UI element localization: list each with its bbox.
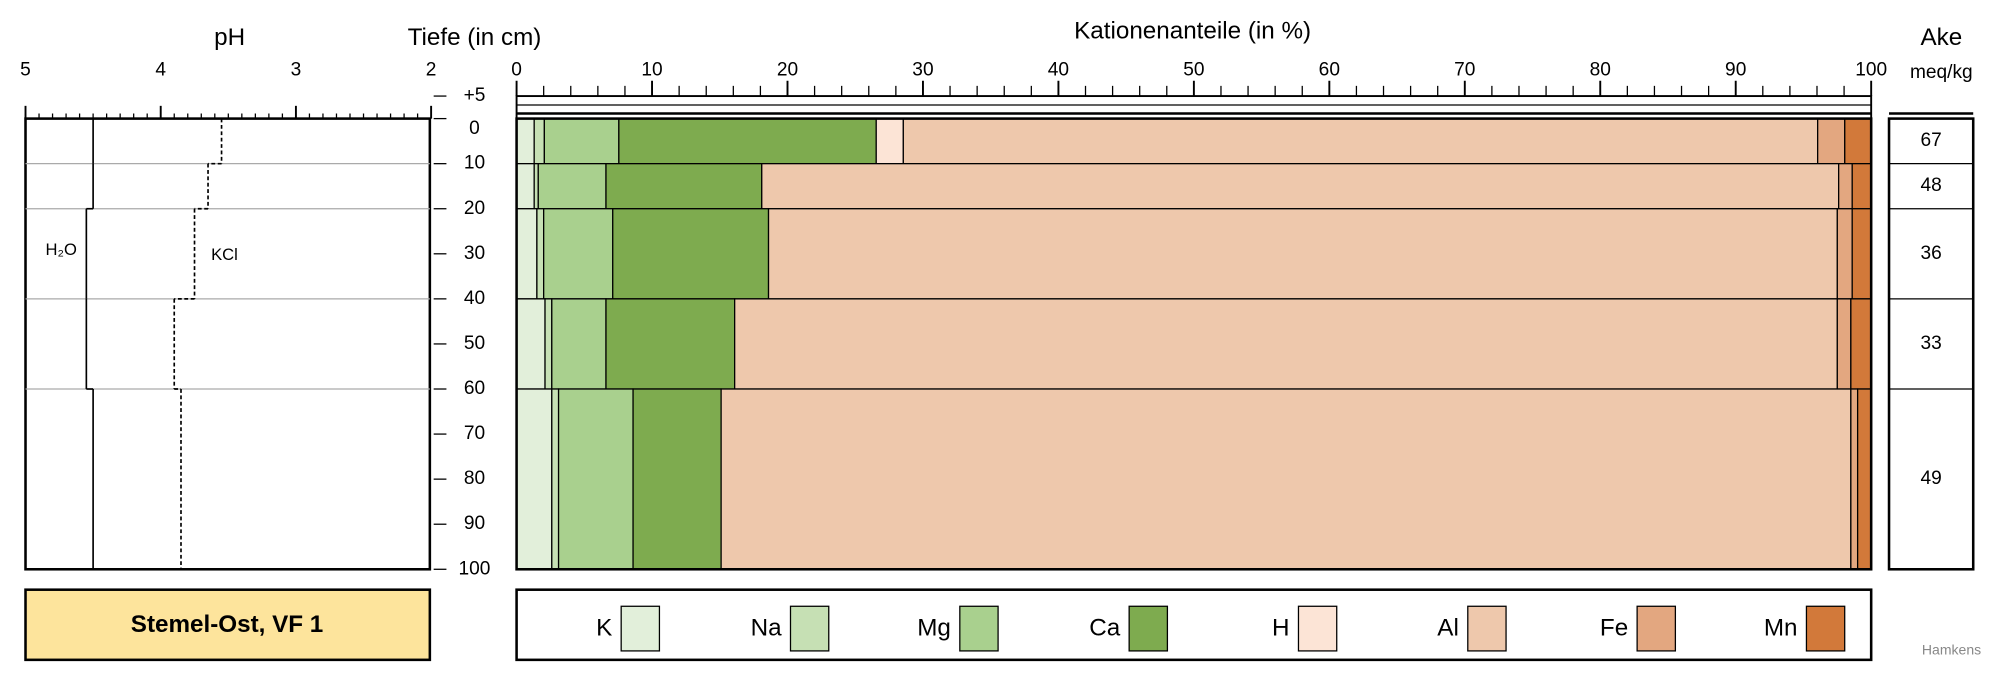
bar-segment [515,388,553,570]
x-tick-label: 80 [1590,60,1611,81]
bar-segment [515,117,535,165]
x-tick-label: 4 [155,60,166,81]
table-value: 48 [1920,175,1941,196]
x-tick-label: 20 [777,60,798,81]
x-tick-label: 0 [511,60,522,81]
bar-segment [612,208,770,300]
bar-segment [1836,208,1853,300]
table-value: 33 [1920,333,1941,354]
bar-segment [1850,298,1872,390]
bar-segment [605,163,763,210]
legend-label: H [1272,615,1290,642]
legend-label: Mg [917,615,951,642]
series-label: KCl [211,245,238,264]
bar-segment [875,117,904,165]
legend-label: Na [751,615,782,642]
x-tick-label: 3 [291,60,302,81]
y-tick-label: 30 [464,243,485,264]
bar-segment [720,388,1852,570]
table-frame [1887,117,1975,571]
x-tick-label: 5 [20,60,31,81]
legend-swatch [789,605,830,652]
bar-segment [536,208,545,300]
legend-label: Fe [1600,615,1628,642]
bar-segment [543,208,614,300]
x-tick-label: 100 [1855,60,1887,81]
bar-segment [1850,388,1859,570]
chart-title: Kationenanteile (in %) [1074,18,1311,45]
legend-label: Mn [1764,615,1798,642]
bar-segment [605,298,736,390]
bar-segment [515,298,546,390]
table-value: 36 [1920,243,1941,264]
bar-segment [767,208,1838,300]
x-tick-label: 60 [1319,60,1340,81]
x-tick-label: 40 [1048,60,1069,81]
plot-frame [515,117,1873,571]
legend-swatch [1297,605,1338,652]
y-tick-label: 90 [464,513,485,534]
x-tick-label: 10 [641,60,662,81]
legend-label: K [596,615,612,642]
bar-segment [515,208,538,300]
y-tick-label: +5 [464,85,486,106]
bar-segment [618,117,877,165]
legend-swatch [1805,605,1846,652]
table-value: 67 [1920,130,1941,151]
y-tick-label: 10 [464,153,485,174]
site-label: Stemel-Ost, VF 1 [131,611,323,638]
legend-swatch [959,605,999,652]
bar-segment [543,117,620,165]
legend-box [515,588,1873,662]
chart-title: Ake [1920,24,1962,51]
x-tick-label: 70 [1454,60,1475,81]
bar-segment [515,163,535,210]
credit: Hamkens [1922,642,1981,658]
bar-segment [761,163,1840,210]
y-tick-label: 60 [464,378,485,399]
series-label: H₂O [46,240,77,259]
bar-segment [1838,163,1853,210]
y-axis-title: Tiefe (in cm) [408,24,542,51]
bar-segment [1856,388,1872,570]
bar-segment [1851,208,1872,300]
chart-subtitle: meq/kg [1910,62,1973,83]
table-value: 49 [1920,468,1941,489]
legend-swatch [620,605,661,652]
legend-swatch [1636,605,1677,652]
y-tick-label: 0 [469,118,480,139]
y-tick-label: 20 [464,198,485,219]
y-tick-label: 100 [459,558,491,579]
bar-segment [902,117,1819,165]
bar-segment [1851,163,1872,210]
bar-segment [533,117,545,165]
y-tick-label: 80 [464,468,485,489]
legend-swatch [1467,605,1507,652]
x-tick-label: 30 [912,60,933,81]
x-tick-label: 90 [1725,60,1746,81]
bar-segment [551,388,560,570]
chart-title: pH [214,24,245,51]
legend-label: Ca [1089,615,1120,642]
bar-segment [537,163,607,210]
bar-segment [544,298,553,390]
y-tick-label: 40 [464,288,485,309]
bar-segment [734,298,1838,390]
bar-segment [1817,117,1846,165]
top-strip [515,95,1873,120]
legend-swatch [1128,605,1169,652]
x-tick-label: 50 [1183,60,1204,81]
label-box [24,588,432,662]
bar-segment [632,388,722,570]
y-tick-label: 50 [464,333,485,354]
bar-segment [1836,298,1852,390]
y-tick-label: 70 [464,423,485,444]
bar-segment [557,388,634,570]
x-tick-label: 2 [426,60,437,81]
bar-segment [551,298,607,390]
legend-label: Al [1437,615,1459,642]
bar-segment [1844,117,1872,165]
